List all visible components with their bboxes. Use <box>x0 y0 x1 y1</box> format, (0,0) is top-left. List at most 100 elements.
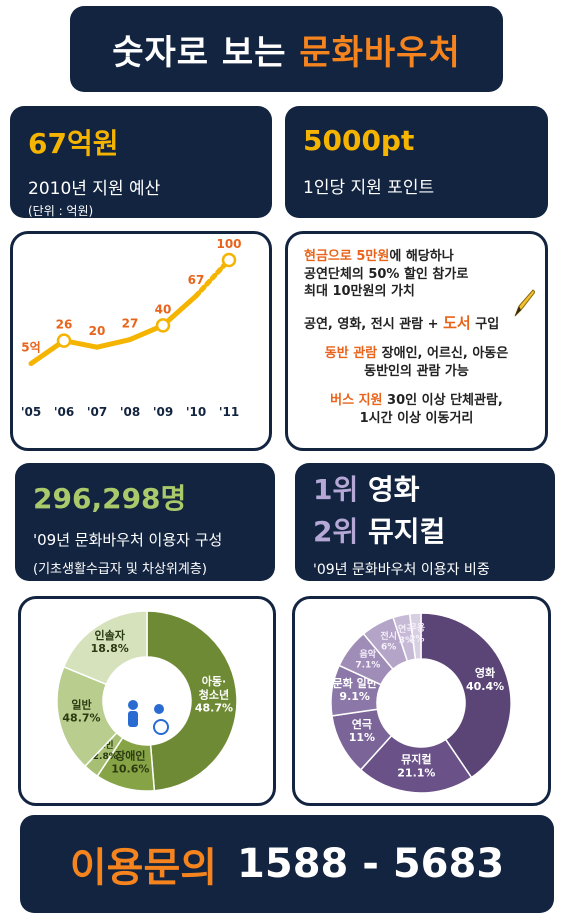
rank-first-label: 영화 <box>368 473 420 506</box>
data-label: 27 <box>122 317 139 331</box>
line-segment <box>94 337 133 350</box>
points-label: 1인당 지원 포인트 <box>303 178 435 198</box>
donut-slice <box>420 612 512 779</box>
wheelchair-icon <box>153 719 169 735</box>
user-composition-donut: 아동· 청소년 48.7%장애인 10.6%노인 2.8%일반 48.7%인솔자 18.8% <box>56 610 238 792</box>
slice-label-line: 문화 일반 <box>333 676 377 690</box>
rank-second-number: 2위 <box>313 515 359 548</box>
benefit-categories: 공연, 영화, 전시 관람 + 도서 구입 <box>304 289 535 334</box>
slice-label-line: 인솔자 <box>95 628 126 642</box>
slice-label-line: 연극 <box>398 624 415 635</box>
data-label: 67 <box>188 273 205 287</box>
line-segment <box>193 257 232 299</box>
benefit-companion-highlight: 동반 관람 <box>324 346 378 362</box>
users-value: 296,298명 <box>33 482 187 515</box>
slice-label: 인솔자 18.8% <box>91 628 129 655</box>
benefits-card: 현금으로 5만원에 해당하나 공연단체의 50% 할인 참가로 최대 10만원의… <box>285 231 548 451</box>
slice-label-line: 영화 <box>475 666 495 680</box>
budget-line-chart-card: 5억 '05 26 '06 20 '07 27 '08 40 '09 67 '10 100 '11 <box>10 231 272 451</box>
donut-slice <box>62 610 148 686</box>
pencil-icon <box>514 289 535 317</box>
donut-slice <box>146 610 238 792</box>
x-tick-label: '07 <box>87 405 107 419</box>
rank-second-label: 뮤지컬 <box>368 515 446 548</box>
data-point-marker <box>155 318 171 333</box>
benefit-companion-line2: 동반인의 관람 가능 <box>364 363 469 379</box>
benefit-companion: 동반 관람 장애인, 어르신, 아동은 동반인의 관람 가능 <box>304 345 529 380</box>
benefit-books-highlight: 도서 <box>443 313 471 332</box>
rank-second: 2위 뮤지컬 <box>313 511 537 553</box>
slice-label-line: 뮤지컬 <box>401 752 431 766</box>
data-point-marker <box>56 333 72 348</box>
slice-label-line: 청소년 <box>199 687 229 701</box>
title-prefix: 숫자로 보는 <box>112 32 287 73</box>
slice-label-line: 음악 <box>360 648 377 660</box>
ranking-caption: '09년 문화바우처 이용자 비중 <box>313 562 490 578</box>
data-label: 26 <box>56 318 73 332</box>
slice-label-line: 48.7% <box>195 701 233 714</box>
contact-label: 이용문의 <box>69 845 218 891</box>
slice-label-line: 11% <box>349 731 375 744</box>
slice-label: 일반 48.7% <box>62 697 100 724</box>
slice-label-line: 장애인 <box>115 748 145 762</box>
users-label: '09년 문화바우처 이용자 구성 <box>33 531 223 549</box>
users-card: 296,298명 '09년 문화바우처 이용자 구성 (기초생활수급자 및 차상… <box>15 463 275 581</box>
page-title: 숫자로 보는 문화바우처 <box>70 6 503 92</box>
slice-label-line: 9.1% <box>339 690 370 703</box>
slice-label: 아동· 청소년 48.7% <box>195 674 233 714</box>
slice-label: 뮤지컬 21.1% <box>397 752 435 779</box>
slice-label: 문화 일반 9.1% <box>333 676 377 703</box>
budget-card: 67억원 2010년 지원 예산 (단위 : 억원) <box>10 106 272 218</box>
points-card: 5000pt 1인당 지원 포인트 <box>285 106 548 218</box>
benefit-bus-highlight: 버스 지원 <box>330 393 383 409</box>
slice-label-line: 3% <box>399 636 414 646</box>
benefit-discount: 공연단체의 50% 할인 참가로 <box>304 266 469 282</box>
slice-label-line: 2.8% <box>93 752 118 762</box>
slice-label: 연극 11% <box>349 717 375 744</box>
budget-unit-note: (단위 : 억원) <box>28 204 94 218</box>
benefit-companion-rest: 장애인, 어르신, 아동은 <box>377 346 509 362</box>
data-label: 20 <box>89 324 106 338</box>
benefit-cash-highlight: 현금으로 5만원 <box>304 249 390 264</box>
benefit-bus: 버스 지원 30인 이상 단체관람, 1시간 이상 이동거리 <box>304 392 529 427</box>
budget-line-chart: 5억 '05 26 '06 20 '07 27 '08 40 '09 67 '10 100 '11 <box>21 237 242 419</box>
benefit-cash-rest: 에 해당하나 <box>389 249 454 264</box>
x-tick-label: '09 <box>153 405 173 419</box>
slice-label-line: 전시 <box>380 630 397 642</box>
slice-label: 전시 6% <box>380 630 397 653</box>
person-icon <box>128 700 138 710</box>
slice-label-line: 18.8% <box>91 642 129 655</box>
slice-label-line: 일반 <box>71 697 91 711</box>
person-icon <box>128 711 138 727</box>
rank-first-number: 1위 <box>313 473 359 506</box>
slice-label-line: 48.7% <box>62 712 100 725</box>
users-note: (기초생활수급자 및 차상위계층) <box>33 562 207 577</box>
benefit-categories-post: 구입 <box>470 316 500 332</box>
slice-label-line: 연극 <box>352 717 372 731</box>
slice-label: 연극 3% <box>398 624 415 646</box>
slice-label-line: 무용 <box>408 623 425 634</box>
x-tick-label: '05 <box>21 405 41 419</box>
title-highlight: 문화바우처 <box>299 32 461 73</box>
slice-label-line: 2% <box>409 635 424 645</box>
genre-share-donut: 영화 40.4%뮤지컬 21.1%연극 11%문화 일반 9.1%음악 7.1%전시 6%연… <box>330 612 512 794</box>
donut-slice <box>359 734 473 794</box>
x-tick-label: '11 <box>219 405 239 419</box>
benefit-bus-rest: 30인 이상 단체관람, <box>382 393 503 409</box>
data-label: 100 <box>216 237 241 251</box>
slice-label: 장애인 10.6% <box>111 748 149 775</box>
contact-banner: 이용문의 1588 - 5683 <box>20 815 554 913</box>
slice-label: 무용 2% <box>408 623 425 645</box>
data-point-marker <box>221 252 237 268</box>
points-value: 5000pt <box>303 124 415 157</box>
benefit-categories-pre: 공연, 영화, 전시 관람 + <box>304 316 444 332</box>
x-tick-label: '10 <box>186 405 206 419</box>
data-label: 5억 <box>21 341 40 355</box>
slice-label-line: 21.1% <box>397 766 435 779</box>
slice-label-line: 아동· <box>202 674 226 688</box>
ranking-card: 1위 영화 2위 뮤지컬 '09년 문화바우처 이용자 비중 <box>295 463 555 581</box>
budget-value: 67억원 <box>28 127 119 160</box>
slice-label: 음악 7.1% <box>355 648 380 671</box>
budget-label: 2010년 지원 예산 <box>28 179 161 199</box>
genre-share-donut-card: 영화 40.4% 뮤지컬 21.1% 연극 11% 문화 일반 9.1% 음악 7.1% 전시 6% 연… <box>292 596 551 806</box>
